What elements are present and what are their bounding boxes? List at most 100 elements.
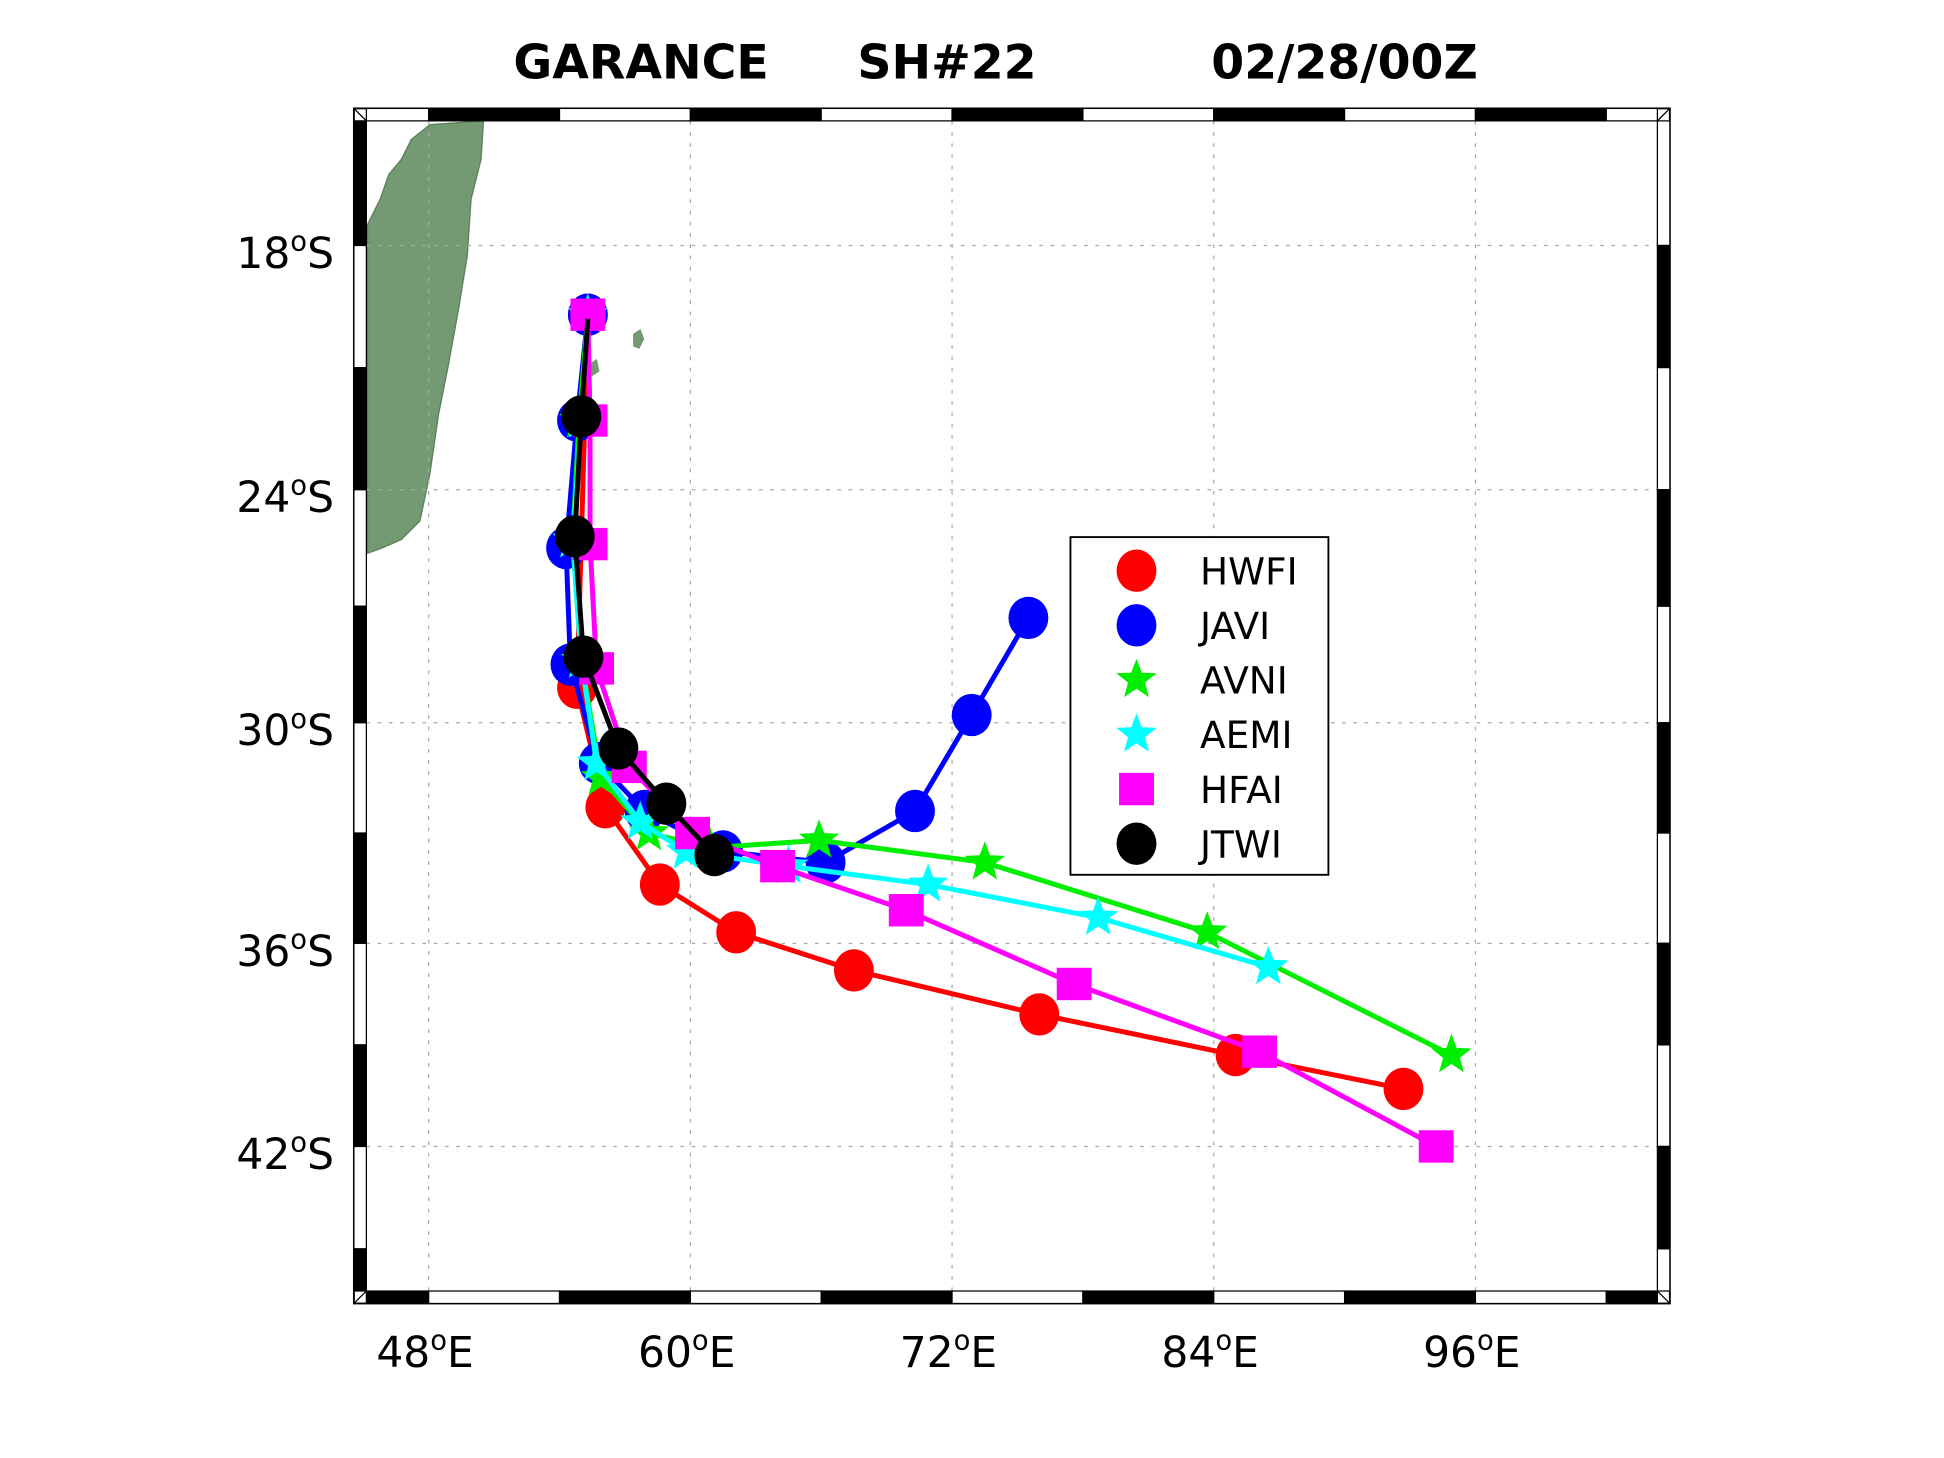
legend-label: AVNI: [1200, 659, 1288, 703]
y-tick-label: 42oS: [236, 1127, 334, 1178]
border-segment: [1656, 1145, 1671, 1250]
legend-box: [1069, 536, 1330, 876]
y-tick-label: 18oS: [236, 226, 334, 277]
avni-star-marker: [580, 756, 622, 796]
legend: HWFI JAVI AVNI AEMI HFAI JTWI: [1069, 536, 1330, 876]
border-segment: [1656, 366, 1671, 491]
border-segment: [820, 107, 953, 122]
x-tick-value: 84: [1161, 1328, 1215, 1377]
border-segment: [353, 942, 367, 1046]
y-tick-suffix: S: [307, 229, 334, 278]
jtwi-circle-marker: [563, 635, 604, 678]
x-tick-label: 60oE: [638, 1326, 735, 1377]
border-segment: [1605, 1290, 1659, 1305]
legend-label: AEMI: [1200, 713, 1292, 757]
hfai-square-marker: [1418, 1130, 1454, 1163]
border-segment: [353, 1044, 367, 1148]
border-segment: [951, 107, 1084, 122]
legend-item-hfai: HFAI: [1119, 768, 1283, 812]
legend-item-javi: JAVI: [1116, 604, 1270, 648]
x-tick-value: 96: [1423, 1328, 1477, 1377]
aemi-star-marker: [576, 742, 617, 781]
hwfi-circle-marker: [716, 911, 757, 954]
x-tick-value: 60: [638, 1328, 692, 1377]
degree-symbol: o: [1477, 1326, 1494, 1357]
border-segment: [820, 1290, 953, 1305]
plot-frame: [352, 107, 1671, 1305]
jtwi-circle-marker: [694, 833, 735, 877]
hwfi-circle-marker: [833, 949, 874, 992]
border-segment: [1605, 107, 1659, 122]
border-segment: [1343, 107, 1477, 122]
aemi-star-marker: [1078, 896, 1119, 935]
legend-label: HWFI: [1200, 549, 1298, 593]
degree-symbol: o: [290, 924, 307, 955]
hfai-square-marker: [760, 849, 796, 883]
x-tick-suffix: E: [1232, 1328, 1259, 1377]
border-segment: [1656, 832, 1671, 944]
border-segment: [1082, 107, 1215, 122]
border-segment: [1213, 1290, 1346, 1305]
y-tick-value: 36: [236, 927, 290, 976]
avni-star-marker: [1187, 911, 1228, 950]
series-jtwi: [554, 318, 735, 877]
avni-star-marker: [798, 819, 840, 858]
degree-symbol: o: [290, 1127, 307, 1158]
legend-hfai-square-marker: [1119, 772, 1154, 806]
avni-star-marker: [964, 841, 1005, 880]
legend-label: HFAI: [1200, 768, 1283, 812]
jtwi-circle-marker: [561, 395, 602, 438]
degree-symbol: o: [290, 704, 307, 735]
degree-symbol: o: [954, 1326, 971, 1357]
legend-label: JAVI: [1198, 604, 1270, 648]
border-segment: [365, 107, 430, 122]
avni-star-marker: [1431, 1033, 1472, 1073]
border-segment: [1656, 942, 1671, 1046]
aemi-star-marker: [665, 830, 707, 869]
border-segment: [353, 1145, 367, 1250]
x-tick-suffix: E: [447, 1328, 474, 1377]
hwfi-circle-marker: [639, 863, 680, 906]
hwfi-circle-marker: [1383, 1067, 1424, 1111]
x-tick-label: 96oE: [1423, 1326, 1520, 1377]
y-tick-label: 24oS: [236, 471, 334, 522]
y-tick-suffix: S: [307, 1130, 334, 1179]
degree-symbol: o: [290, 471, 307, 502]
y-tick-label: 36oS: [236, 924, 334, 975]
border-segment: [428, 1290, 561, 1305]
border-segment: [1656, 489, 1671, 607]
border-segment: [353, 722, 367, 834]
border-segment: [353, 489, 367, 607]
border-segment: [1656, 722, 1671, 834]
y-tick-suffix: S: [307, 706, 334, 755]
hfai-square-marker: [888, 894, 924, 927]
y-tick-value: 24: [236, 473, 290, 522]
border-segment: [353, 832, 367, 944]
border-segment: [353, 605, 367, 724]
legend-jtwi-circle-marker: [1116, 822, 1157, 865]
degree-symbol: o: [290, 226, 307, 257]
y-tick-value: 18: [236, 229, 290, 278]
javi-circle-marker: [951, 693, 992, 737]
legend-item-jtwi: JTWI: [1116, 822, 1282, 866]
border-segment: [951, 1290, 1084, 1305]
border-segment: [558, 1290, 691, 1305]
border-segment: [1343, 1290, 1477, 1305]
legend-item-avni: AVNI: [1116, 658, 1288, 703]
aemi-star-marker: [907, 863, 949, 902]
island-land: [633, 328, 645, 349]
x-tick-suffix: E: [970, 1328, 997, 1377]
border-segment: [428, 107, 561, 122]
title-storm: GARANCE: [513, 36, 768, 91]
legend-avni-star-marker: [1116, 658, 1157, 698]
jtwi-circle-marker: [554, 515, 595, 558]
legend-aemi-star-marker: [1116, 713, 1157, 752]
map-border: [353, 107, 1671, 1305]
title-id: SH#22: [857, 36, 1036, 91]
border-corner: [353, 107, 367, 122]
hfai-square-marker: [1242, 1035, 1277, 1068]
border-segment: [1656, 605, 1671, 724]
border-segment: [1213, 107, 1346, 122]
